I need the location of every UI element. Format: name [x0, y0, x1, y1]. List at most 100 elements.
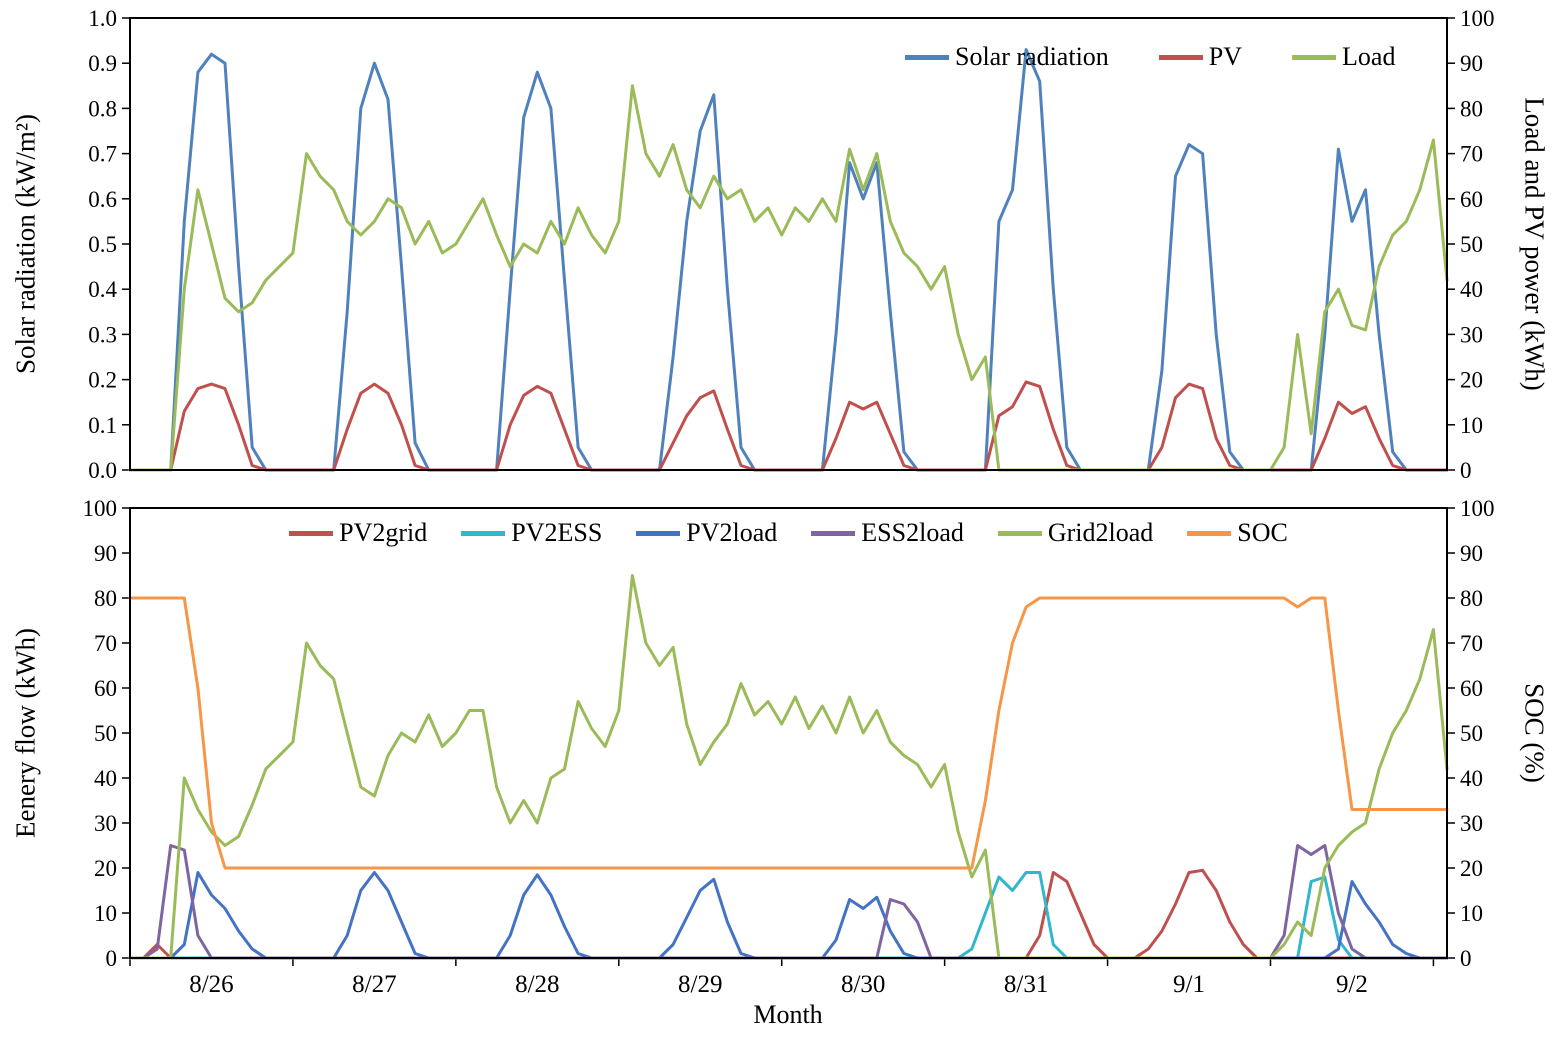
- grid2load-line-swatch: [997, 530, 1042, 536]
- legend-bottom: PV2grid PV2ESS PV2load ESS2load Grid2loa…: [130, 520, 1447, 546]
- right-tick-label: 40: [1460, 766, 1483, 791]
- right-tick-label: 80: [1460, 96, 1483, 121]
- right-tick-label: 80: [1460, 586, 1483, 611]
- left-tick-label: 0.7: [88, 142, 117, 167]
- legend-item-grid2load: Grid2load: [997, 518, 1154, 547]
- x-tick-label-8-27: 8/27: [352, 971, 396, 998]
- legend-top: Solar radiation PV Load: [905, 44, 1395, 70]
- right-tick-label: 10: [1460, 413, 1483, 438]
- left-tick-label: 70: [94, 631, 117, 656]
- left-tick-label: 1.0: [88, 6, 117, 31]
- legend-label-pv2ess: PV2ESS: [511, 518, 603, 547]
- x-tick-label-8-28: 8/28: [515, 971, 559, 998]
- left-tick-label: 10: [94, 901, 117, 926]
- panel-top: 0.0 0.1 0.2 0.3 0.4 0.5 0.6 0.7 0.8 0.9 1.0 0 10 20 30…: [88, 6, 1494, 483]
- legend-label-load: Load: [1342, 42, 1396, 71]
- right-tick-label: 70: [1460, 631, 1483, 656]
- left-tick-label: 0.5: [88, 232, 117, 257]
- right-tick-label: 70: [1460, 142, 1483, 167]
- right-tick-label: 50: [1460, 721, 1483, 746]
- series-line-load: [128, 84, 1449, 472]
- plot-border: [129, 507, 1448, 959]
- legend-label-pv2load: PV2load: [686, 518, 778, 547]
- legend-item-pv2grid: PV2grid: [289, 520, 427, 546]
- panel-bottom: 0 10 20 30 40 50 60 70 80 90 100 0 10 20 30 40 50 60 70 80 9…: [83, 496, 1495, 998]
- plot-border: [129, 17, 1448, 471]
- series-line-soc: [128, 596, 1449, 870]
- pv2ess-line-swatch: [461, 530, 506, 536]
- x-tick-label-9-1: 9/1: [1173, 971, 1205, 998]
- legend-item-pv: PV: [1158, 42, 1243, 71]
- left-tick-label: 0.9: [88, 51, 117, 76]
- pv-line-swatch: [1158, 54, 1203, 60]
- legend-label-soc: SOC: [1237, 518, 1288, 547]
- series-line-solar-radiation: [128, 48, 1449, 472]
- right-tick-label: 20: [1460, 856, 1483, 881]
- series-line-pv2ess: [128, 871, 1449, 960]
- solar-radiation-line-swatch: [905, 54, 949, 60]
- left-tick-label: 30: [94, 811, 117, 836]
- right-tick-label: 0: [1460, 458, 1472, 483]
- series-line-pv: [128, 380, 1449, 472]
- left-tick-label: 0.1: [88, 413, 117, 438]
- right-tick-label: 40: [1460, 277, 1483, 302]
- legend-label-grid2load: Grid2load: [1047, 518, 1154, 547]
- left-tick-label: 0.6: [88, 187, 117, 212]
- soc-line-swatch: [1187, 530, 1232, 536]
- legend-label-pv: PV: [1208, 42, 1243, 71]
- right-tick-label: 10: [1460, 901, 1483, 926]
- top-right-axis-title: Load and PV power (kWh): [1519, 97, 1550, 391]
- right-tick-label: 20: [1460, 368, 1483, 393]
- ess2load-line-swatch: [811, 530, 856, 536]
- left-tick-label: 100: [83, 496, 118, 521]
- series-line-grid2load: [128, 574, 1449, 960]
- left-tick-label: 0: [106, 946, 118, 971]
- legend-item-load: Load: [1292, 44, 1395, 70]
- left-tick-label: 40: [94, 766, 117, 791]
- left-tick-label: 90: [94, 541, 117, 566]
- x-tick-label-8-26: 8/26: [189, 971, 233, 998]
- left-tick-label: 0.0: [88, 458, 117, 483]
- legend-item-pv2ess: PV2ESS: [461, 520, 602, 546]
- right-tick-label: 100: [1460, 496, 1495, 521]
- left-tick-label: 50: [94, 721, 117, 746]
- bottom-left-axis-title: Eenery flow (kWh): [10, 628, 41, 838]
- right-tick-label: 100: [1460, 6, 1495, 31]
- left-tick-label: 20: [94, 856, 117, 881]
- right-tick-label: 60: [1460, 676, 1483, 701]
- x-axis-title: Month: [753, 1000, 823, 1029]
- pv2grid-line-swatch: [289, 530, 334, 536]
- right-tick-label: 50: [1460, 232, 1483, 257]
- bottom-right-axis-title: SOC (%): [1519, 683, 1550, 783]
- right-tick-label: 30: [1460, 811, 1483, 836]
- left-tick-label: 60: [94, 676, 117, 701]
- x-tick-label-8-31: 8/31: [1004, 971, 1048, 998]
- x-tick-label-8-29: 8/29: [678, 971, 722, 998]
- legend-label-solar-radiation: Solar radiation: [955, 42, 1109, 71]
- legend-item-soc: SOC: [1187, 520, 1288, 546]
- left-tick-label: 0.4: [88, 277, 117, 302]
- right-tick-label: 0: [1460, 946, 1472, 971]
- series-line-ess2load: [128, 844, 1449, 960]
- left-tick-label: 0.2: [88, 368, 117, 393]
- left-tick-label: 0.8: [88, 96, 117, 121]
- right-tick-label: 90: [1460, 51, 1483, 76]
- right-tick-label: 90: [1460, 541, 1483, 566]
- left-tick-label: 80: [94, 586, 117, 611]
- legend-item-solar-radiation: Solar radiation: [905, 44, 1109, 70]
- legend-label-pv2grid: PV2grid: [339, 518, 428, 547]
- load-line-swatch: [1292, 54, 1337, 60]
- x-tick-label-8-30: 8/30: [841, 971, 885, 998]
- right-tick-label: 60: [1460, 187, 1483, 212]
- legend-item-ess2load: ESS2load: [811, 520, 964, 546]
- series-line-pv2load: [128, 871, 1449, 960]
- x-tick-label-9-2: 9/2: [1336, 971, 1368, 998]
- pv2load-line-swatch: [636, 530, 681, 536]
- series-line-pv2grid: [128, 868, 1449, 960]
- top-left-axis-title: Solar radiation (kW/m²): [10, 113, 41, 375]
- legend-item-pv2load: PV2load: [636, 520, 777, 546]
- legend-label-ess2load: ESS2load: [861, 518, 964, 547]
- left-tick-label: 0.3: [88, 322, 117, 347]
